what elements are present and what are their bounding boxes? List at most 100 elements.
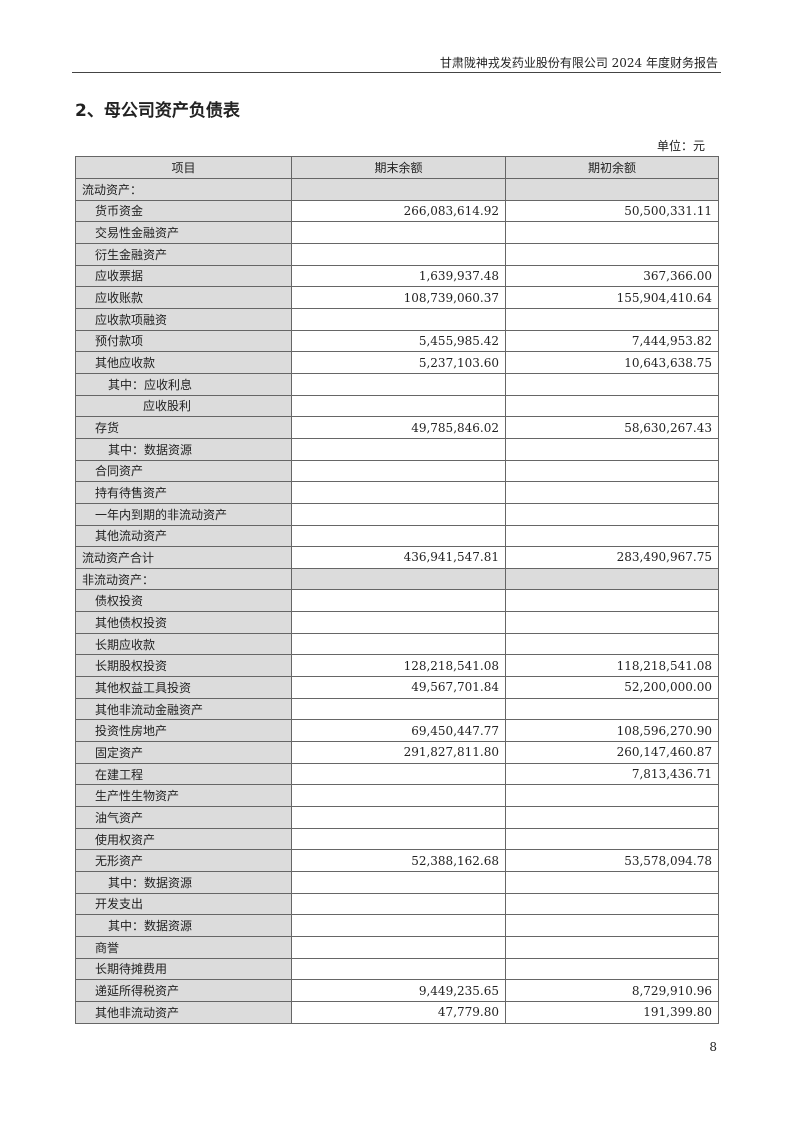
table-row: 应收款项融资 [75,307,719,331]
end-balance-cell [291,784,506,808]
section-row: 非流动资产： [75,567,719,591]
begin-balance-cell: 155,904,410.64 [505,286,719,309]
end-balance-cell [291,827,506,851]
end-balance-cell [291,957,506,981]
row-item-label: 货币资金 [75,199,292,223]
table-row: 商誉 [75,935,719,959]
end-balance-cell [291,632,506,656]
row-item-label: 其他债权投资 [75,611,292,634]
end-balance-cell: 436,941,547.81 [291,546,506,569]
row-item-label: 应收股利 [75,394,292,418]
begin-balance-cell [505,589,719,613]
begin-balance-cell [505,957,719,981]
table-row: 其他流动资产 [75,524,719,548]
end-balance-cell [291,806,506,829]
table-row: 长期应收款 [75,632,719,656]
begin-balance-cell [505,178,719,201]
row-item-label: 长期股权投资 [75,654,292,678]
section-row: 流动资产： [75,178,719,201]
end-balance-cell: 49,785,846.02 [291,416,506,439]
row-item-label: 长期待摊费用 [75,957,292,981]
table-row: 开发支出 [75,892,719,916]
end-balance-cell [291,567,506,591]
end-balance-cell [291,892,506,916]
table-row: 油气资产 [75,806,719,829]
row-item-label: 其中：数据资源 [75,871,292,894]
row-item-label: 其中：应收利息 [75,372,292,396]
table-row: 债权投资 [75,589,719,613]
end-balance-cell: 266,083,614.92 [291,199,506,223]
end-balance-cell: 1,639,937.48 [291,264,506,288]
begin-balance-cell: 52,200,000.00 [505,676,719,699]
row-item-label: 在建工程 [75,762,292,786]
table-header-row: 项目 期末余额 期初余额 [75,156,719,179]
end-balance-cell: 5,237,103.60 [291,351,506,374]
end-balance-cell [291,307,506,331]
row-item-label: 流动资产： [75,178,292,201]
end-balance-cell: 291,827,811.80 [291,741,506,764]
row-item-label: 存货 [75,416,292,439]
end-balance-cell [291,914,506,937]
table-row: 其他债权投资 [75,611,719,634]
row-item-label: 递延所得税资产 [75,979,292,1002]
row-item-label: 应收款项融资 [75,307,292,331]
begin-balance-cell [505,307,719,331]
begin-balance-cell [505,871,719,894]
begin-balance-cell [505,697,719,721]
end-balance-cell: 108,739,060.37 [291,286,506,309]
row-item-label: 其中：数据资源 [75,914,292,937]
begin-balance-cell: 7,813,436.71 [505,762,719,786]
begin-balance-cell: 7,444,953.82 [505,329,719,353]
begin-balance-cell: 191,399.80 [505,1000,719,1024]
end-balance-cell: 5,455,985.42 [291,329,506,353]
begin-balance-cell [505,481,719,504]
row-item-label: 一年内到期的非流动资产 [75,502,292,526]
unit-label: 单位：元 [656,139,705,153]
page-number: 8 [709,1040,717,1054]
table-row: 其中：数据资源 [75,871,719,894]
end-balance-cell [291,459,506,483]
table-row: 应收票据 1,639,937.48 367,366.00 [75,264,719,288]
table-row: 使用权资产 [75,827,719,851]
begin-balance-cell [505,394,719,418]
table-row: 投资性房地产 69,450,447.77 108,596,270.90 [75,719,719,743]
end-balance-cell [291,372,506,396]
row-item-label: 应收账款 [75,286,292,309]
end-balance-cell: 52,388,162.68 [291,849,506,872]
row-item-label: 投资性房地产 [75,719,292,743]
table-row: 其他权益工具投资 49,567,701.84 52,200,000.00 [75,676,719,699]
end-balance-cell [291,871,506,894]
row-item-label: 其他非流动金融资产 [75,697,292,721]
begin-balance-cell [505,221,719,244]
row-item-label: 其他应收款 [75,351,292,374]
begin-balance-cell: 10,643,638.75 [505,351,719,374]
row-item-label: 使用权资产 [75,827,292,851]
table-row: 其中：数据资源 [75,914,719,937]
table-row: 在建工程 7,813,436.71 [75,762,719,786]
table-row: 货币资金 266,083,614.92 50,500,331.11 [75,199,719,223]
table-row: 其中：数据资源 [75,437,719,461]
row-item-label: 其他权益工具投资 [75,676,292,699]
row-item-label: 债权投资 [75,589,292,613]
end-balance-cell [291,762,506,786]
begin-balance-cell: 8,729,910.96 [505,979,719,1002]
begin-balance-cell [505,827,719,851]
row-item-label: 生产性生物资产 [75,784,292,808]
begin-balance-cell [505,935,719,959]
end-balance-cell [291,611,506,634]
begin-balance-cell [505,502,719,526]
table-row: 长期待摊费用 [75,957,719,981]
table-row: 预付款项 5,455,985.42 7,444,953.82 [75,329,719,353]
row-item-label: 应收票据 [75,264,292,288]
end-balance-cell: 128,218,541.08 [291,654,506,678]
begin-balance-cell: 108,596,270.90 [505,719,719,743]
table-row: 应收股利 [75,394,719,418]
header-rule [72,72,721,73]
balance-sheet-table: 项目 期末余额 期初余额 流动资产： 货币资金 266,083,614.92 50,5… [75,156,719,1024]
end-balance-cell [291,242,506,266]
begin-balance-cell [505,632,719,656]
row-item-label: 持有待售资产 [75,481,292,504]
end-balance-cell [291,589,506,613]
end-balance-cell [291,697,506,721]
row-item-label: 预付款项 [75,329,292,353]
